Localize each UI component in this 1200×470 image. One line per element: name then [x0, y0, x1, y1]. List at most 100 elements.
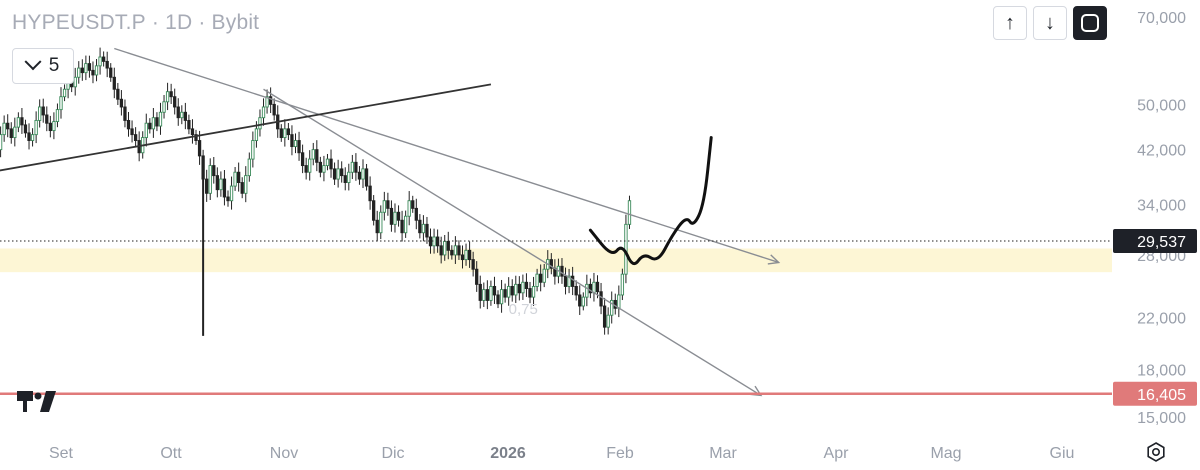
candle-down	[87, 63, 92, 71]
candle-down	[300, 152, 305, 167]
tradingview-logo	[17, 391, 56, 412]
candle-down	[467, 249, 472, 261]
candle-down	[492, 285, 497, 296]
x-tick-label: Nov	[270, 445, 298, 462]
candle-up	[165, 91, 170, 103]
candle-down	[126, 119, 131, 130]
y-axis: 70,00050,00042,00034,00028,00022,00018,0…	[1113, 10, 1197, 427]
indicator-count: 5	[48, 55, 60, 76]
candle-up	[251, 140, 255, 160]
y-tick-label: 50,000	[1137, 97, 1186, 114]
candle-up	[258, 117, 262, 130]
settings-icon[interactable]	[1146, 442, 1166, 462]
candle-down	[304, 165, 308, 173]
candle-up	[261, 106, 266, 119]
indicator-toggle-button[interactable]: 5	[12, 48, 74, 84]
candle-up	[489, 285, 493, 301]
candle-down	[183, 111, 188, 121]
candle-up	[610, 299, 614, 316]
square-icon	[1081, 14, 1099, 32]
candle-up	[94, 65, 99, 76]
candle-down	[91, 69, 95, 76]
candle-down	[194, 134, 198, 141]
candle-up	[34, 119, 38, 136]
candle-down	[236, 171, 241, 184]
candle-down	[169, 91, 173, 98]
candle-down	[6, 122, 10, 130]
candle-down	[418, 219, 422, 234]
candle-down	[318, 161, 323, 173]
candle-up	[521, 281, 525, 294]
candle-up	[52, 121, 56, 132]
candle-down	[354, 161, 358, 173]
candle-up	[77, 67, 81, 78]
candle-up	[325, 158, 330, 167]
candle-up	[347, 171, 351, 184]
candle-down	[286, 128, 291, 136]
candle-down	[563, 275, 568, 287]
candle-down	[133, 134, 138, 141]
candle-down	[48, 122, 52, 132]
candle-up	[247, 158, 251, 177]
candle-down	[279, 128, 283, 139]
candle-down	[428, 236, 433, 247]
candle-down	[130, 128, 134, 136]
candle-down	[496, 294, 500, 305]
candle-up	[453, 245, 458, 256]
candle-up	[2, 122, 6, 136]
y-tick-label: 42,000	[1137, 143, 1186, 160]
exchange-label: Bybit	[211, 11, 260, 34]
candle-up	[507, 285, 511, 298]
candle-up	[73, 76, 77, 88]
candle-down	[539, 273, 543, 283]
candle-up	[379, 211, 383, 234]
candle-down	[457, 245, 461, 256]
candle-down	[439, 245, 443, 256]
upper-trendline	[114, 47, 779, 264]
candle-down	[343, 175, 347, 184]
candle-up	[144, 122, 148, 139]
scroll-down-button[interactable]: ↓	[1033, 6, 1067, 40]
candle-down	[364, 168, 369, 187]
candle-up	[311, 149, 315, 160]
middle-trendline	[263, 88, 762, 397]
candle-down	[372, 200, 376, 221]
candle-up	[265, 96, 269, 108]
candle-down	[119, 98, 124, 108]
interval-label[interactable]: 1D	[165, 11, 193, 34]
candle-down	[357, 171, 362, 180]
candle-up	[606, 314, 610, 328]
symbol-label[interactable]: HYPEUSDT.P	[12, 11, 146, 34]
candle-down	[173, 96, 177, 108]
candle-down	[386, 200, 390, 209]
candle-up	[336, 168, 340, 180]
candle-down	[27, 132, 31, 141]
candle-down	[155, 117, 159, 127]
candle-down	[240, 182, 244, 194]
candle-down	[389, 207, 394, 225]
candle-down	[176, 106, 180, 119]
projection-path	[588, 136, 713, 266]
candle-up	[382, 200, 386, 213]
candle-down	[112, 76, 116, 90]
candle-down	[205, 178, 209, 194]
candle-up	[30, 134, 35, 141]
candle-down	[215, 175, 219, 191]
candle-down	[375, 219, 379, 234]
candle-down	[123, 106, 127, 121]
candle-down	[485, 289, 490, 301]
candle-up	[84, 63, 88, 74]
candle-down	[613, 299, 617, 309]
scroll-up-button[interactable]: ↑	[993, 6, 1027, 40]
candle-down	[599, 291, 603, 307]
fullscreen-button[interactable]	[1073, 6, 1107, 40]
x-tick-label: 2026	[490, 445, 526, 462]
candle-up	[151, 117, 156, 130]
candle-down	[588, 283, 593, 294]
candle-down	[340, 168, 344, 177]
candle-down	[425, 223, 429, 238]
candle-up	[62, 88, 67, 98]
candle-up	[464, 249, 468, 261]
candle-down	[595, 281, 600, 293]
